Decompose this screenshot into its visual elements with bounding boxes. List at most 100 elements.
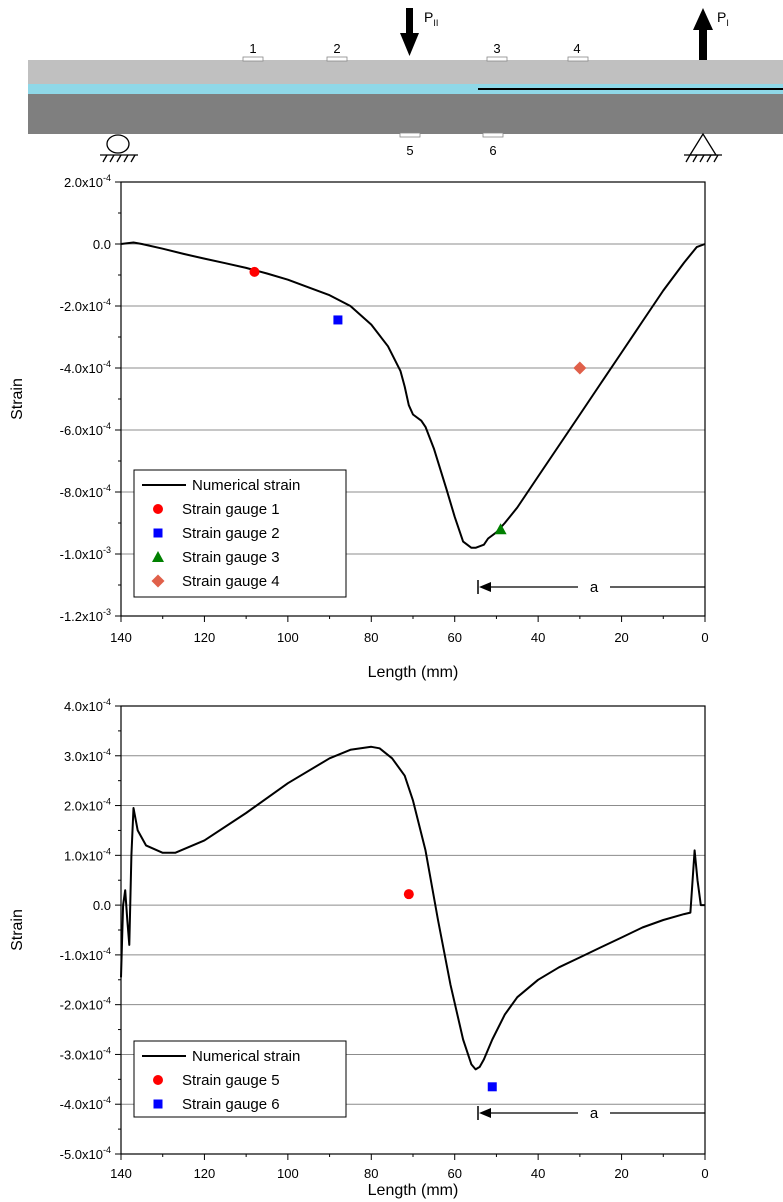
load-p-ii-label: PII xyxy=(424,9,438,28)
roller-support-icon xyxy=(100,134,138,163)
crack-length-label: a xyxy=(590,1105,599,1122)
x-tick-label: 100 xyxy=(277,630,299,645)
y-tick-label: -1.0x10-3 xyxy=(60,545,111,562)
legend-marker-swatch xyxy=(152,551,164,562)
legend: Numerical strain Strain gauge 1 Strain gau… xyxy=(133,469,347,598)
y-tick-label: -6.0x10-4 xyxy=(60,421,111,438)
gauge-3-pad xyxy=(486,56,508,62)
x-axis-label: Length (mm) xyxy=(368,664,459,681)
pin-support-icon xyxy=(684,132,722,163)
gauge-marker xyxy=(494,523,507,535)
gauge-4-pad xyxy=(567,56,589,62)
axis-ticks: 2.0x10-4 0.0 -2.0x10-4 -4.0x10-4 -6.0x10-4 -8… xyxy=(60,173,709,645)
axis-labels: Length (mm) Strain xyxy=(9,378,458,681)
x-tick-label: 80 xyxy=(364,630,378,645)
legend-marker-swatch xyxy=(151,574,165,588)
x-tick-label: 120 xyxy=(194,1166,216,1181)
legend-marker-swatch xyxy=(153,1099,163,1109)
markers xyxy=(403,889,497,1092)
y-axis-label: Strain xyxy=(9,378,26,420)
y-tick-label: -1.2x10-3 xyxy=(60,607,111,624)
chart-top-arm-strain: a Numerical strain Strain gauge 1 Strain g… xyxy=(9,173,709,681)
x-tick-label: 120 xyxy=(194,630,216,645)
legend-entry: Strain gauge 3 xyxy=(182,549,280,566)
gauge-3-label: 3 xyxy=(493,41,500,56)
series-lines xyxy=(120,241,706,549)
legend-box xyxy=(133,1040,347,1118)
gauge-2-label: 2 xyxy=(333,41,340,56)
legend-entry: Strain gauge 5 xyxy=(182,1072,280,1089)
y-tick-label: -2.0x10-4 xyxy=(60,996,111,1013)
chart-bottom-arm-strain: a Numerical strain Strain gauge 5 Strain g… xyxy=(9,697,709,1199)
crack-length-label: a xyxy=(590,579,599,596)
arrow-left-icon xyxy=(479,1108,491,1118)
legend-entry: Strain gauge 2 xyxy=(182,525,280,542)
gauge-2-pad xyxy=(326,56,348,62)
x-tick-label: 140 xyxy=(110,630,132,645)
markers xyxy=(249,266,587,535)
y-tick-label: -4.0x10-4 xyxy=(60,1095,111,1112)
gauge-5-label: 5 xyxy=(406,143,413,158)
legend-marker-swatch xyxy=(153,504,163,514)
lower-arm xyxy=(28,94,783,134)
beam-schematic: 1 2 3 4 5 6 PII PI xyxy=(28,8,783,163)
gauge-marker xyxy=(403,889,414,900)
legend-entry: Strain gauge 4 xyxy=(182,573,280,590)
y-tick-label: -8.0x10-4 xyxy=(60,483,111,500)
y-tick-label: -3.0x10-4 xyxy=(60,1045,111,1062)
gauge-marker xyxy=(333,315,343,325)
x-axis-label: Length (mm) xyxy=(368,1182,459,1199)
axis-ticks: 4.0x10-4 3.0x10-4 2.0x10-4 1.0x10-4 0.0 -1.0x… xyxy=(60,697,709,1181)
adhesive-layer xyxy=(28,84,783,94)
legend-marker-swatch xyxy=(153,1075,163,1085)
gauge-1-pad xyxy=(242,56,264,62)
x-tick-label: 40 xyxy=(531,1166,545,1181)
series-lines xyxy=(120,745,705,1071)
load-arrow-down-icon xyxy=(400,8,419,56)
gauge-marker xyxy=(573,361,587,375)
upper-arm xyxy=(28,60,783,84)
y-tick-label: 1.0x10-4 xyxy=(64,846,111,863)
y-tick-label: -1.0x10-4 xyxy=(60,946,111,963)
x-tick-label: 140 xyxy=(110,1166,132,1181)
legend-entry: Strain gauge 1 xyxy=(182,501,280,518)
x-tick-label: 0 xyxy=(701,1166,708,1181)
x-tick-label: 20 xyxy=(614,1166,628,1181)
legend: Numerical strain Strain gauge 5 Strain gau… xyxy=(133,1040,347,1118)
y-tick-label: 3.0x10-4 xyxy=(64,747,111,764)
x-tick-label: 60 xyxy=(447,630,461,645)
x-tick-label: 0 xyxy=(701,630,708,645)
x-tick-label: 20 xyxy=(614,630,628,645)
legend-marker-swatch xyxy=(153,528,163,538)
legend-entry: Numerical strain xyxy=(192,477,300,494)
x-tick-label: 80 xyxy=(364,1166,378,1181)
gauge-5-pad xyxy=(399,132,421,138)
y-tick-label: -4.0x10-4 xyxy=(60,359,111,376)
y-tick-label: -2.0x10-4 xyxy=(60,297,111,314)
load-arrow-up-icon xyxy=(693,8,713,60)
gauge-marker xyxy=(249,266,260,277)
y-tick-label: -5.0x10-4 xyxy=(60,1145,111,1162)
y-tick-label: 4.0x10-4 xyxy=(64,697,111,714)
gauge-4-label: 4 xyxy=(573,41,580,56)
legend-entry: Strain gauge 6 xyxy=(182,1096,280,1113)
gauge-1-label: 1 xyxy=(249,41,256,56)
x-tick-label: 60 xyxy=(447,1166,461,1181)
load-p-i-label: PI xyxy=(717,9,729,28)
legend-box xyxy=(133,469,347,598)
gauge-marker xyxy=(487,1082,497,1092)
numerical-strain-line xyxy=(120,745,705,1071)
y-tick-label: 2.0x10-4 xyxy=(64,797,111,814)
gauge-6-label: 6 xyxy=(489,143,496,158)
arrow-left-icon xyxy=(479,582,491,592)
x-tick-label: 40 xyxy=(531,630,545,645)
axis-labels: Length (mm) Strain xyxy=(9,909,458,1199)
x-tick-label: 100 xyxy=(277,1166,299,1181)
legend-entry: Numerical strain xyxy=(192,1048,300,1065)
y-tick-label: 0.0 xyxy=(93,898,111,913)
y-tick-label: 2.0x10-4 xyxy=(64,173,111,190)
gauge-6-pad xyxy=(482,132,504,138)
numerical-strain-line xyxy=(120,241,706,549)
y-tick-label: 0.0 xyxy=(93,237,111,252)
